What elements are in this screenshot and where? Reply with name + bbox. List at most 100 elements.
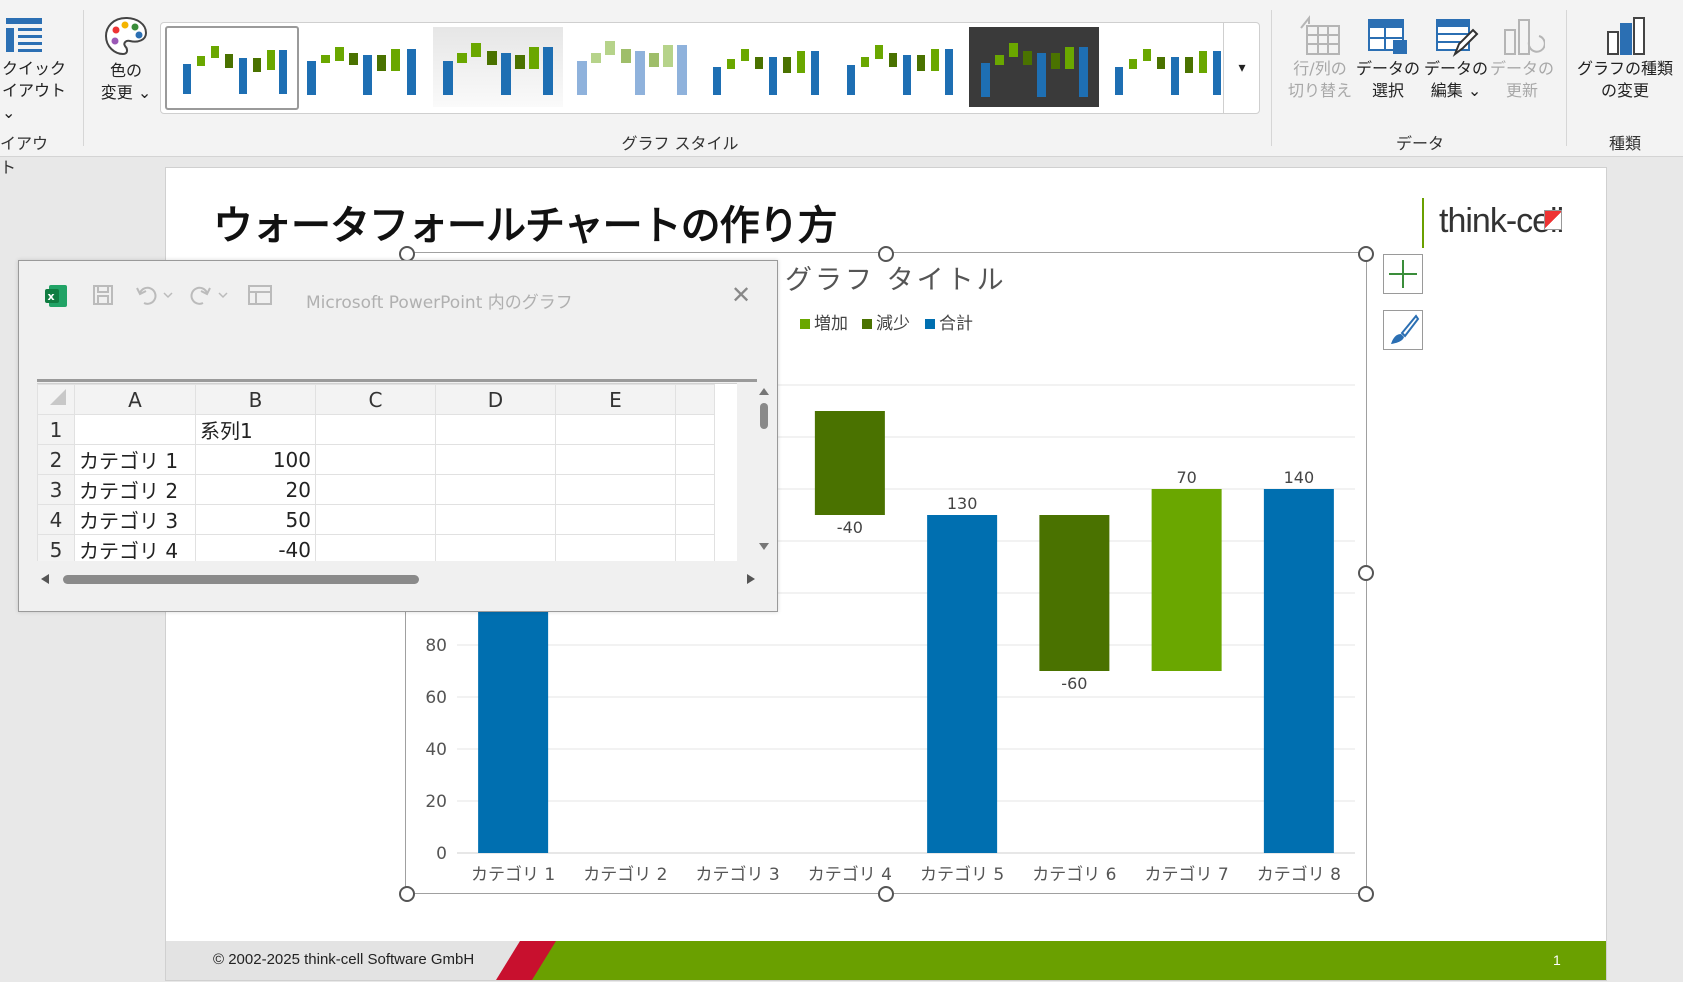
cell[interactable] <box>315 444 436 475</box>
y-tick-label: 60 <box>425 688 447 708</box>
gallery-more-button[interactable]: ▾ <box>1223 23 1260 113</box>
scroll-left-icon[interactable] <box>41 574 49 584</box>
undo-icon[interactable] <box>134 283 174 312</box>
cell[interactable] <box>675 474 715 505</box>
cell[interactable] <box>555 474 676 505</box>
excel-window[interactable]: x Microsoft PowerPoint 内のグラフ ✕ A B C D E… <box>18 260 778 612</box>
chart-style-7[interactable] <box>969 27 1099 107</box>
change-color-button[interactable]: 色の 変更 ⌄ <box>96 14 156 104</box>
scroll-down-icon[interactable] <box>759 543 769 550</box>
legend-label: 減少 <box>876 314 910 334</box>
cell[interactable] <box>675 504 715 535</box>
cell-b2[interactable]: 100 <box>195 444 316 475</box>
save-icon[interactable] <box>91 283 115 312</box>
row-header[interactable]: 4 <box>37 504 75 535</box>
cell[interactable] <box>435 504 556 535</box>
cell[interactable] <box>555 534 676 561</box>
scroll-thumb[interactable] <box>760 403 768 429</box>
chart-style-6[interactable] <box>835 27 965 107</box>
edit-data-icon <box>1436 19 1479 57</box>
cell-b3[interactable]: 20 <box>195 474 316 505</box>
chart-style-8[interactable] <box>1103 27 1233 107</box>
waterfall-bar[interactable] <box>1151 489 1222 671</box>
cell-a1[interactable] <box>74 414 196 445</box>
close-icon[interactable]: ✕ <box>731 281 752 309</box>
resize-handle[interactable] <box>1358 246 1374 262</box>
resize-handle[interactable] <box>399 886 415 902</box>
row-header[interactable]: 5 <box>37 534 75 561</box>
select-all-corner[interactable] <box>37 384 75 415</box>
column-header-c[interactable]: C <box>315 384 436 415</box>
row-header[interactable]: 1 <box>37 414 75 445</box>
cell[interactable] <box>435 474 556 505</box>
cell[interactable] <box>675 534 715 561</box>
chart-style-3[interactable] <box>433 27 563 107</box>
cell-b1[interactable]: 系列1 <box>195 414 316 445</box>
scroll-right-icon[interactable] <box>747 574 755 584</box>
resize-handle[interactable] <box>878 886 894 902</box>
spreadsheet-grid[interactable]: A B C D E 1 系列1 2 カテゴリ 1 100 3 カテゴ <box>37 383 737 561</box>
cell-a3[interactable]: カテゴリ 2 <box>74 474 196 505</box>
waterfall-bar[interactable] <box>1039 515 1110 671</box>
cell[interactable] <box>555 444 676 475</box>
slide-title[interactable]: ウォータフォールチャートの作り方 <box>213 203 838 249</box>
style-thumbnail-icon <box>443 43 553 95</box>
scroll-up-icon[interactable] <box>759 388 769 395</box>
column-header-a[interactable]: A <box>74 384 196 415</box>
legend-total[interactable]: 合計 <box>925 309 973 334</box>
switch-row-column-button[interactable]: 行/列の 切り替え <box>1284 14 1356 102</box>
cell[interactable] <box>435 444 556 475</box>
cell[interactable] <box>315 474 436 505</box>
style-thumbnail-icon <box>713 49 819 95</box>
chart-styles-group-label: グラフ スタイル <box>621 134 739 153</box>
cell[interactable] <box>675 414 715 445</box>
change-chart-type-button[interactable]: グラフの種類 の変更 <box>1572 14 1678 102</box>
column-header-e[interactable]: E <box>555 384 676 415</box>
cell[interactable] <box>435 414 556 445</box>
legend-decrease[interactable]: 減少 <box>862 309 910 334</box>
refresh-data-button[interactable]: データの 更新 <box>1488 14 1556 102</box>
horizontal-scrollbar[interactable] <box>37 566 757 592</box>
open-in-excel-icon[interactable] <box>247 283 273 312</box>
chart-style-5[interactable] <box>701 27 831 107</box>
resize-handle[interactable] <box>1358 886 1374 902</box>
column-header-d[interactable]: D <box>435 384 556 415</box>
legend-increase[interactable]: 増加 <box>800 309 848 334</box>
chart-style-4[interactable] <box>567 27 697 107</box>
cell[interactable] <box>675 444 715 475</box>
waterfall-bar[interactable] <box>927 515 998 853</box>
select-data-button[interactable]: データの 選択 <box>1354 14 1422 102</box>
cell[interactable] <box>435 534 556 561</box>
chart-elements-button[interactable] <box>1383 254 1423 294</box>
change-chart-type-label-1: グラフの種類 <box>1576 59 1673 78</box>
chart-style-2[interactable] <box>299 27 429 107</box>
cell[interactable] <box>555 504 676 535</box>
cell-b4[interactable]: 50 <box>195 504 316 535</box>
row-header[interactable]: 2 <box>37 444 75 475</box>
change-chart-type-icon <box>1607 17 1645 55</box>
quick-layout-button[interactable]: クイック イアウト ⌄ <box>0 14 76 124</box>
cell-a5[interactable]: カテゴリ 4 <box>74 534 196 561</box>
waterfall-bar[interactable] <box>814 411 885 515</box>
chart-title[interactable]: グラフ タイトル <box>785 265 1007 296</box>
cell[interactable] <box>315 414 436 445</box>
cell-b5[interactable]: -40 <box>195 534 316 561</box>
chart-styles-button[interactable] <box>1383 310 1423 350</box>
cell[interactable] <box>315 534 436 561</box>
cell[interactable] <box>315 504 436 535</box>
scroll-thumb[interactable] <box>63 575 419 584</box>
waterfall-bar[interactable] <box>1263 489 1334 853</box>
redo-icon[interactable] <box>189 283 229 312</box>
column-header-f[interactable] <box>675 384 715 415</box>
row-header[interactable]: 3 <box>37 474 75 505</box>
cell-a4[interactable]: カテゴリ 3 <box>74 504 196 535</box>
cell-a2[interactable]: カテゴリ 1 <box>74 444 196 475</box>
edit-data-button[interactable]: データの 編集 ⌄ <box>1420 14 1492 102</box>
vertical-scrollbar[interactable] <box>755 383 773 560</box>
resize-handle[interactable] <box>878 246 894 262</box>
column-header-b[interactable]: B <box>195 384 316 415</box>
resize-handle[interactable] <box>1358 565 1374 581</box>
cell[interactable] <box>555 414 676 445</box>
chart-style-1[interactable] <box>165 26 299 110</box>
waterfall-bar[interactable] <box>478 593 549 853</box>
